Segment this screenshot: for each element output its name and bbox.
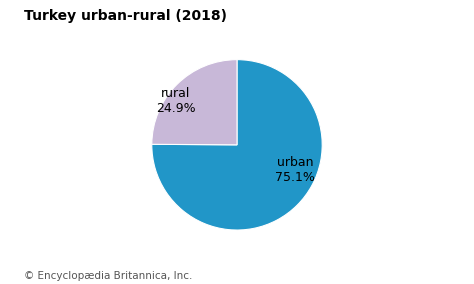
Text: © Encyclopædia Britannica, Inc.: © Encyclopædia Britannica, Inc. [24,271,192,281]
Wedge shape [152,60,237,145]
Wedge shape [152,60,322,230]
Text: rural
24.9%: rural 24.9% [156,87,195,114]
Text: Turkey urban-rural (2018): Turkey urban-rural (2018) [24,9,227,22]
Text: urban
75.1%: urban 75.1% [275,156,315,184]
